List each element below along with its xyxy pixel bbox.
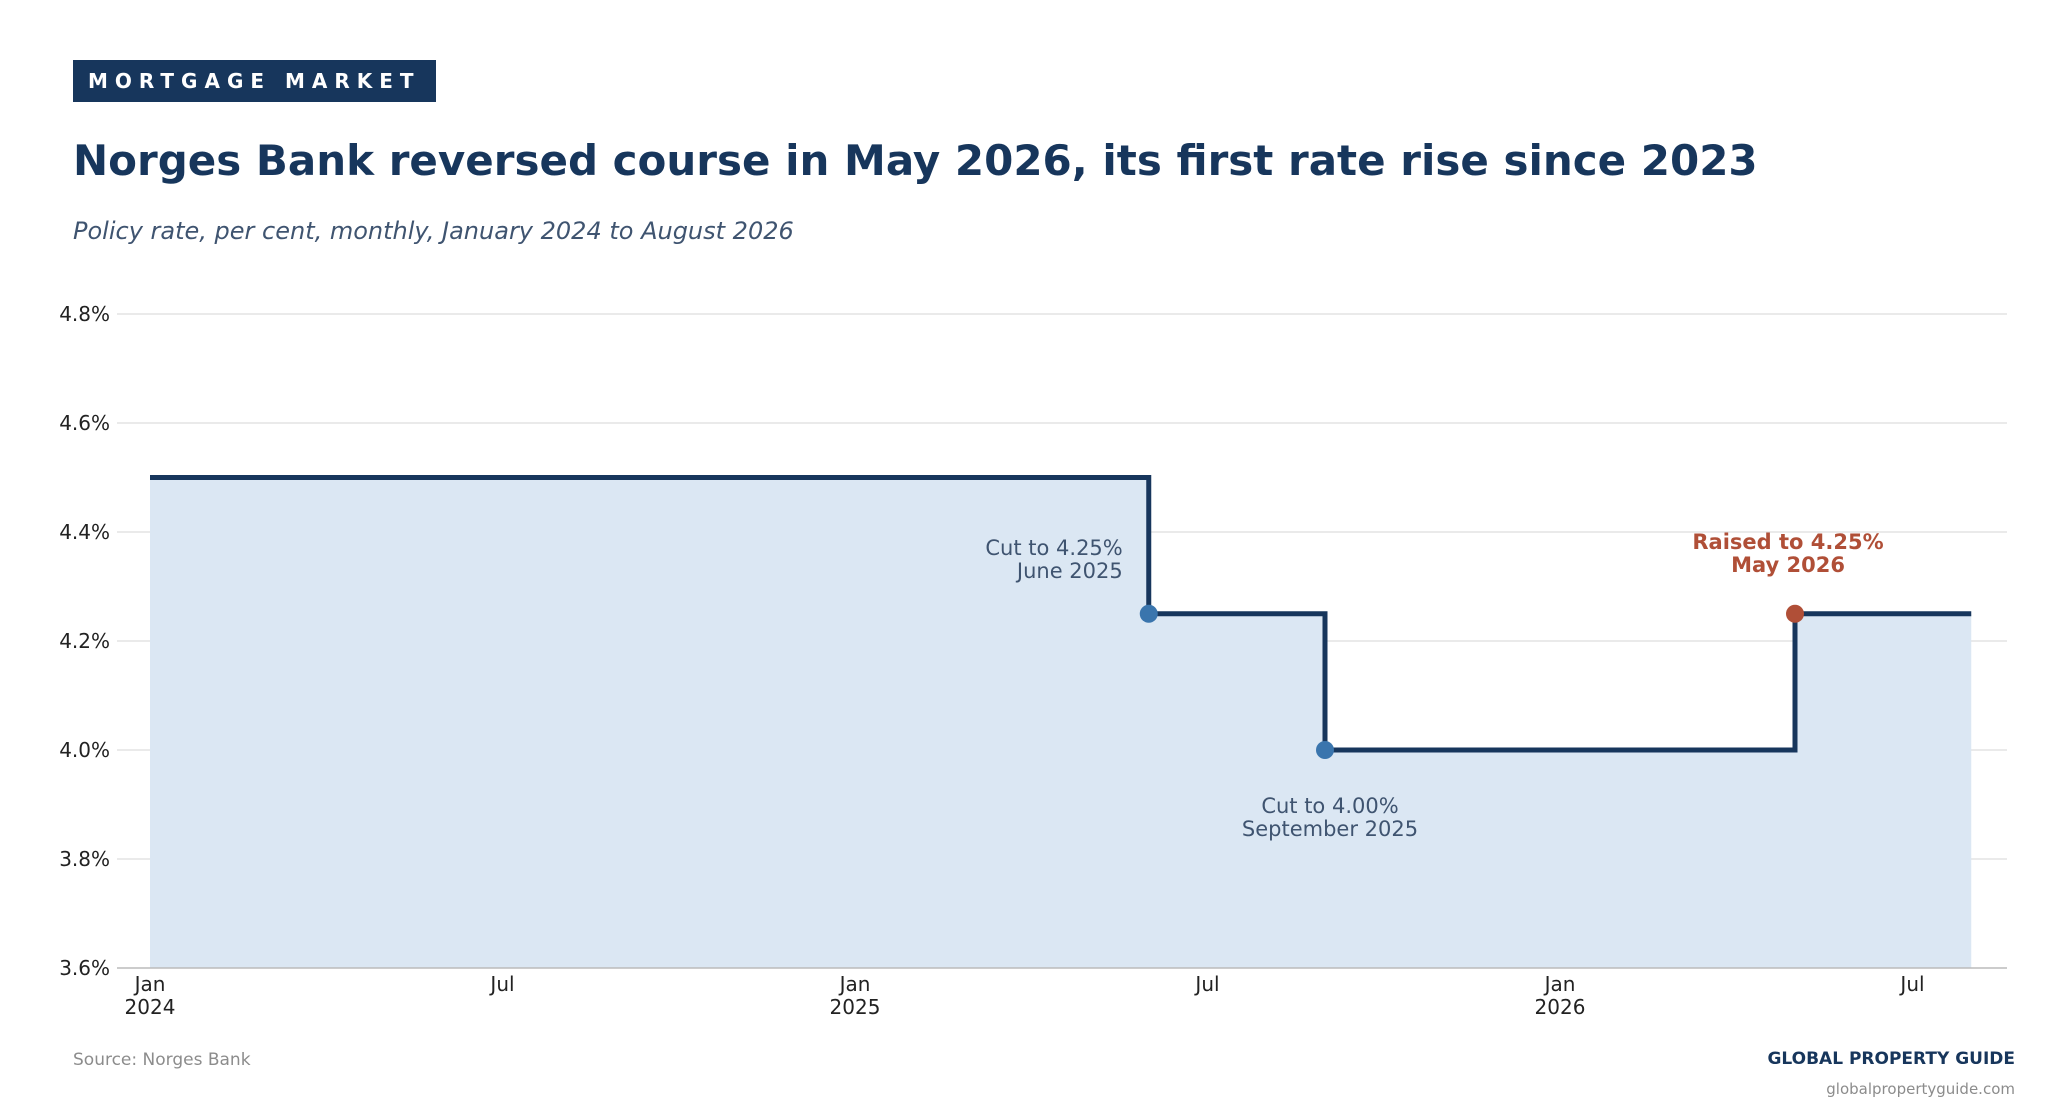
x-tick-label: Jul xyxy=(1898,972,1924,996)
y-tick-label: 4.2% xyxy=(59,629,110,653)
annotation-label: Raised to 4.25% xyxy=(1692,530,1883,554)
annotation-date-label: June 2025 xyxy=(1015,559,1123,583)
x-tick-label: Jul xyxy=(488,972,514,996)
x-tick-year-label: 2026 xyxy=(1535,995,1586,1019)
chart-title: Norges Bank reversed course in May 2026,… xyxy=(73,136,1758,185)
annotation-date-label: September 2025 xyxy=(1242,817,1418,841)
x-tick-label: Jul xyxy=(1193,972,1219,996)
annotation-label: Cut to 4.00% xyxy=(1261,794,1398,818)
chart-subtitle: Policy rate, per cent, monthly, January … xyxy=(73,217,794,245)
source-note: Source: Norges Bank xyxy=(73,1050,251,1070)
x-tick-year-label: 2025 xyxy=(830,995,881,1019)
x-tick-label: Jan xyxy=(1543,972,1576,996)
y-tick-label: 4.4% xyxy=(59,520,110,544)
rate-cut-marker xyxy=(1316,741,1334,759)
y-tick-label: 3.6% xyxy=(59,956,110,980)
y-tick-label: 4.8% xyxy=(59,302,110,326)
annotation-markers xyxy=(1139,604,1804,759)
annotation-labels: Cut to 4.25%June 2025 Cut to 4.00%Septemb… xyxy=(985,530,1883,841)
y-tick-label: 3.8% xyxy=(59,847,110,871)
y-tick-label: 4.6% xyxy=(59,411,110,435)
x-tick-year-label: 2024 xyxy=(125,995,176,1019)
rate-area xyxy=(150,477,1972,968)
x-tick-label: Jan xyxy=(838,972,871,996)
rate-cut-marker xyxy=(1139,604,1158,623)
annotation-date-label: May 2026 xyxy=(1731,553,1845,577)
rate-raise-marker xyxy=(1786,604,1804,623)
brand-url: globalpropertyguide.com xyxy=(1826,1080,2015,1098)
rate-step-line xyxy=(150,475,1972,753)
rate-line xyxy=(150,475,1972,753)
rate-area-fill xyxy=(150,477,1972,968)
brand-name: GLOBAL PROPERTY GUIDE xyxy=(1767,1049,2015,1069)
annotation-label: Cut to 4.25% xyxy=(985,536,1122,560)
x-tick-label: Jan xyxy=(133,972,166,996)
section-kicker-badge: MORTGAGE MARKET xyxy=(73,60,436,102)
y-tick-label: 4.0% xyxy=(59,738,110,762)
